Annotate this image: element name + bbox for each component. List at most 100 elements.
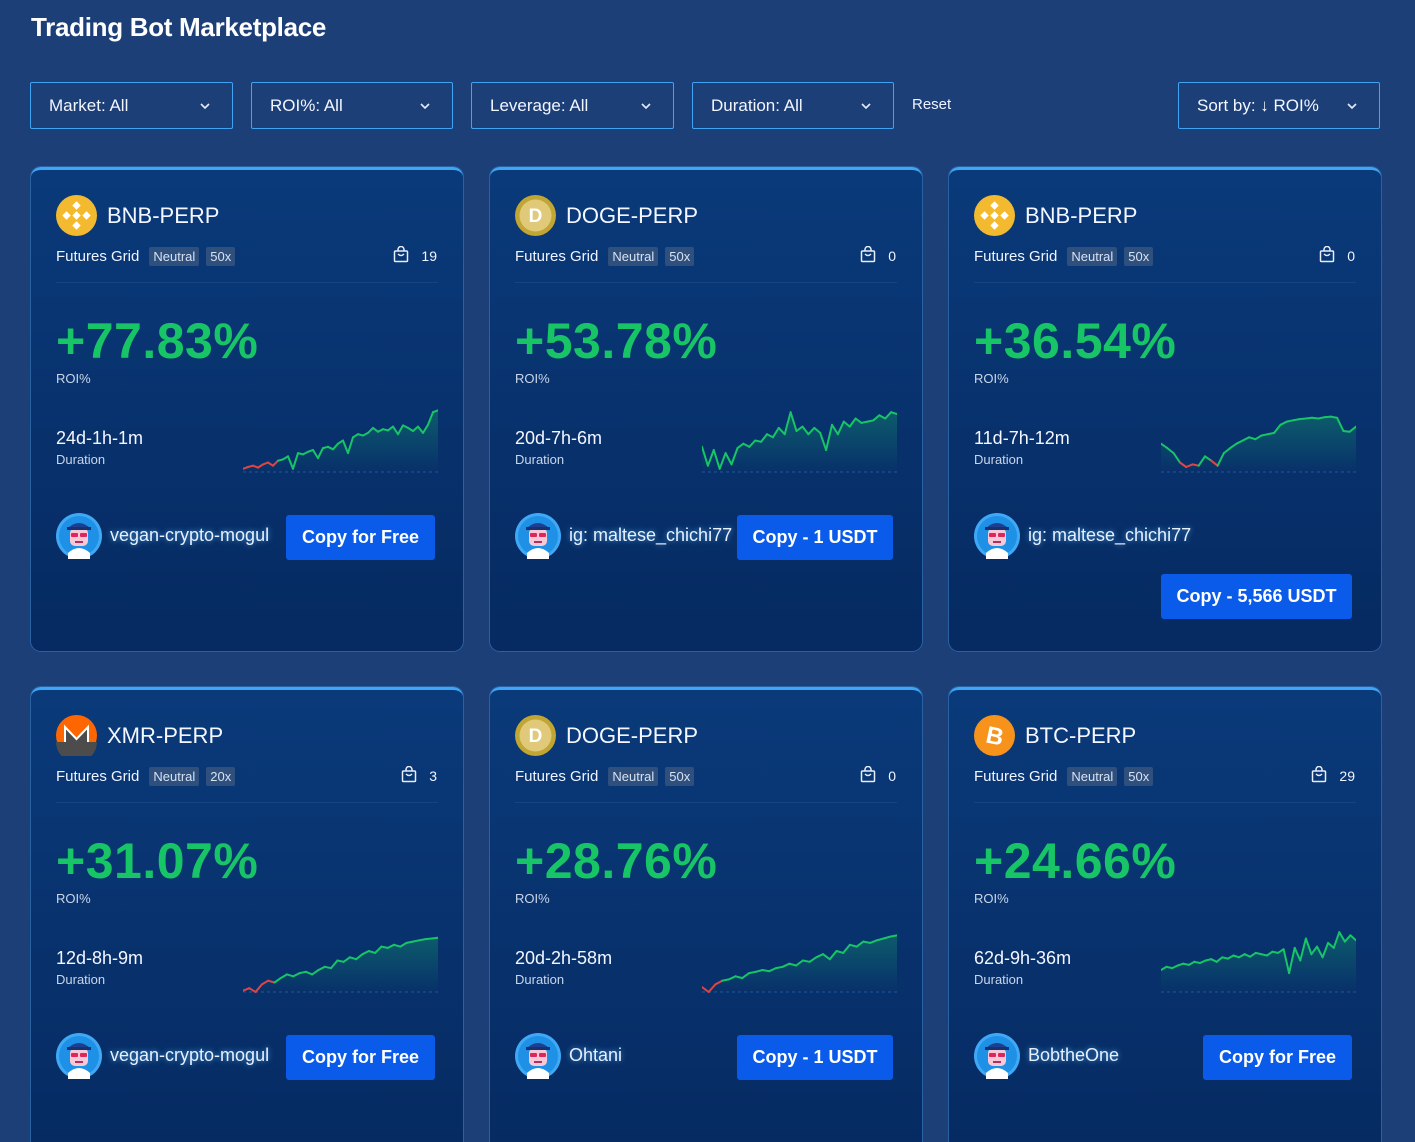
duration-value: 11d-7h-12m [974, 428, 1070, 448]
bot-card[interactable]: BNB-PERP Futures Grid Neutral 50x 19 +77.83% R… [31, 167, 463, 651]
sort-dropdown-label: Sort by: ↓ ROI% [1197, 95, 1319, 115]
pnl-sparkline [701, 923, 898, 998]
roi-filter-label: ROI%: All [270, 95, 343, 115]
username[interactable]: ig: maltese_chichi77 [569, 525, 733, 545]
roi-value: +24.66% [974, 833, 1177, 889]
svg-text:B: B [983, 722, 1006, 752]
trading-pair: XMR-PERP [107, 723, 224, 748]
avatar[interactable] [56, 513, 102, 559]
avatar[interactable] [515, 513, 561, 559]
copies-count: 3 [401, 764, 437, 788]
copy-button[interactable]: Copy - 1 USDT [737, 515, 893, 560]
trading-pair: BNB-PERP [1025, 203, 1138, 228]
copies-count: 0 [1319, 244, 1355, 268]
duration-label: Duration [56, 452, 106, 467]
sort-dropdown[interactable]: Sort by: ↓ ROI% [1178, 82, 1380, 129]
username[interactable]: ig: maltese_chichi77 [1028, 525, 1192, 545]
copies-count: 19 [393, 244, 437, 268]
username[interactable]: vegan-crypto-mogul [110, 1045, 270, 1065]
divider [974, 802, 1356, 803]
divider [56, 802, 438, 803]
bot-type: Futures Grid [974, 767, 1058, 785]
duration-label: Duration [515, 972, 565, 987]
shopping-bag-icon [393, 245, 409, 266]
copies-count: 29 [1311, 764, 1355, 788]
leverage-filter-label: Leverage: All [490, 95, 589, 115]
pnl-sparkline [242, 923, 439, 998]
username[interactable]: BobtheOne [1028, 1045, 1120, 1065]
trading-pair: BTC-PERP [1025, 723, 1137, 748]
bot-type: Futures Grid [56, 247, 140, 265]
bot-card[interactable]: BNB-PERP Futures Grid Neutral 50x 0 +36.54% RO… [949, 167, 1381, 651]
avatar[interactable] [974, 1033, 1020, 1079]
duration-filter-label: Duration: All [711, 95, 803, 115]
copy-button[interactable]: Copy for Free [286, 1035, 435, 1080]
bot-type: Futures Grid [515, 767, 599, 785]
mode-badge: Neutral [608, 766, 659, 786]
duration-filter[interactable]: Duration: All [692, 82, 894, 129]
mode-badge: Neutral [149, 766, 200, 786]
market-filter[interactable]: Market: All [30, 82, 233, 129]
roi-value: +53.78% [515, 313, 718, 369]
reset-button[interactable]: Reset [912, 96, 952, 113]
duration-value: 24d-1h-1m [56, 428, 144, 448]
copies-value: 3 [429, 768, 437, 784]
leverage-filter[interactable]: Leverage: All [471, 82, 674, 129]
roi-value: +77.83% [56, 313, 259, 369]
copies-value: 29 [1339, 768, 1355, 784]
bot-card[interactable]: B BTC-PERP Futures Grid Neutral 50x 29 +24.66%… [949, 687, 1381, 1142]
chevron-down-icon [641, 102, 651, 109]
leverage-badge: 50x [1124, 246, 1154, 266]
username[interactable]: Ohtani [569, 1045, 623, 1065]
copies-count: 0 [860, 764, 896, 788]
avatar[interactable] [56, 1033, 102, 1079]
shopping-bag-icon [860, 245, 876, 266]
copies-value: 0 [888, 248, 896, 264]
copy-button[interactable]: Copy for Free [1203, 1035, 1352, 1080]
roi-filter[interactable]: ROI%: All [251, 82, 453, 129]
leverage-badge: 50x [665, 246, 695, 266]
monero-icon [56, 715, 97, 763]
bot-meta: Futures Grid Neutral 50x [974, 764, 1154, 788]
mode-badge: Neutral [1067, 766, 1118, 786]
copy-button[interactable]: Copy for Free [286, 515, 435, 560]
shopping-bag-icon [1319, 245, 1335, 266]
divider [515, 282, 897, 283]
bot-card[interactable]: D DOGE-PERP Futures Grid Neutral 50x 0 +53.78%… [490, 167, 922, 651]
roi-label: ROI% [974, 891, 1009, 906]
bot-meta: Futures Grid Neutral 50x [515, 244, 695, 268]
chevron-down-icon [200, 102, 210, 109]
leverage-badge: 50x [1124, 766, 1154, 786]
trading-pair: DOGE-PERP [566, 203, 699, 228]
copy-button[interactable]: Copy - 5,566 USDT [1161, 574, 1352, 619]
username[interactable]: vegan-crypto-mogul [110, 525, 270, 545]
copies-value: 19 [421, 248, 437, 264]
copies-count: 0 [860, 244, 896, 268]
bitcoin-icon: B [974, 715, 1015, 756]
shopping-bag-icon [860, 765, 876, 786]
pnl-sparkline [1160, 403, 1357, 478]
copy-button[interactable]: Copy - 1 USDT [737, 1035, 893, 1080]
avatar[interactable] [974, 513, 1020, 559]
bnb-icon [974, 195, 1015, 236]
duration-value: 12d-8h-9m [56, 948, 144, 968]
roi-value: +36.54% [974, 313, 1177, 369]
pnl-sparkline [242, 403, 439, 478]
roi-label: ROI% [515, 371, 550, 386]
leverage-badge: 20x [206, 766, 236, 786]
doge-icon: D [515, 715, 556, 756]
duration-value: 62d-9h-36m [974, 948, 1072, 968]
roi-value: +31.07% [56, 833, 259, 889]
bot-card[interactable]: D DOGE-PERP Futures Grid Neutral 50x 0 +28.76%… [490, 687, 922, 1142]
duration-label: Duration [515, 452, 565, 467]
avatar[interactable] [515, 1033, 561, 1079]
mode-badge: Neutral [149, 246, 200, 266]
divider [974, 282, 1356, 283]
bot-meta: Futures Grid Neutral 50x [974, 244, 1154, 268]
mode-badge: Neutral [1067, 246, 1118, 266]
bot-card[interactable]: XMR-PERP Futures Grid Neutral 20x 3 +31.07% RO… [31, 687, 463, 1142]
roi-label: ROI% [974, 371, 1009, 386]
bnb-icon [56, 195, 97, 236]
chevron-down-icon [861, 102, 871, 109]
duration-value: 20d-2h-58m [515, 948, 613, 968]
